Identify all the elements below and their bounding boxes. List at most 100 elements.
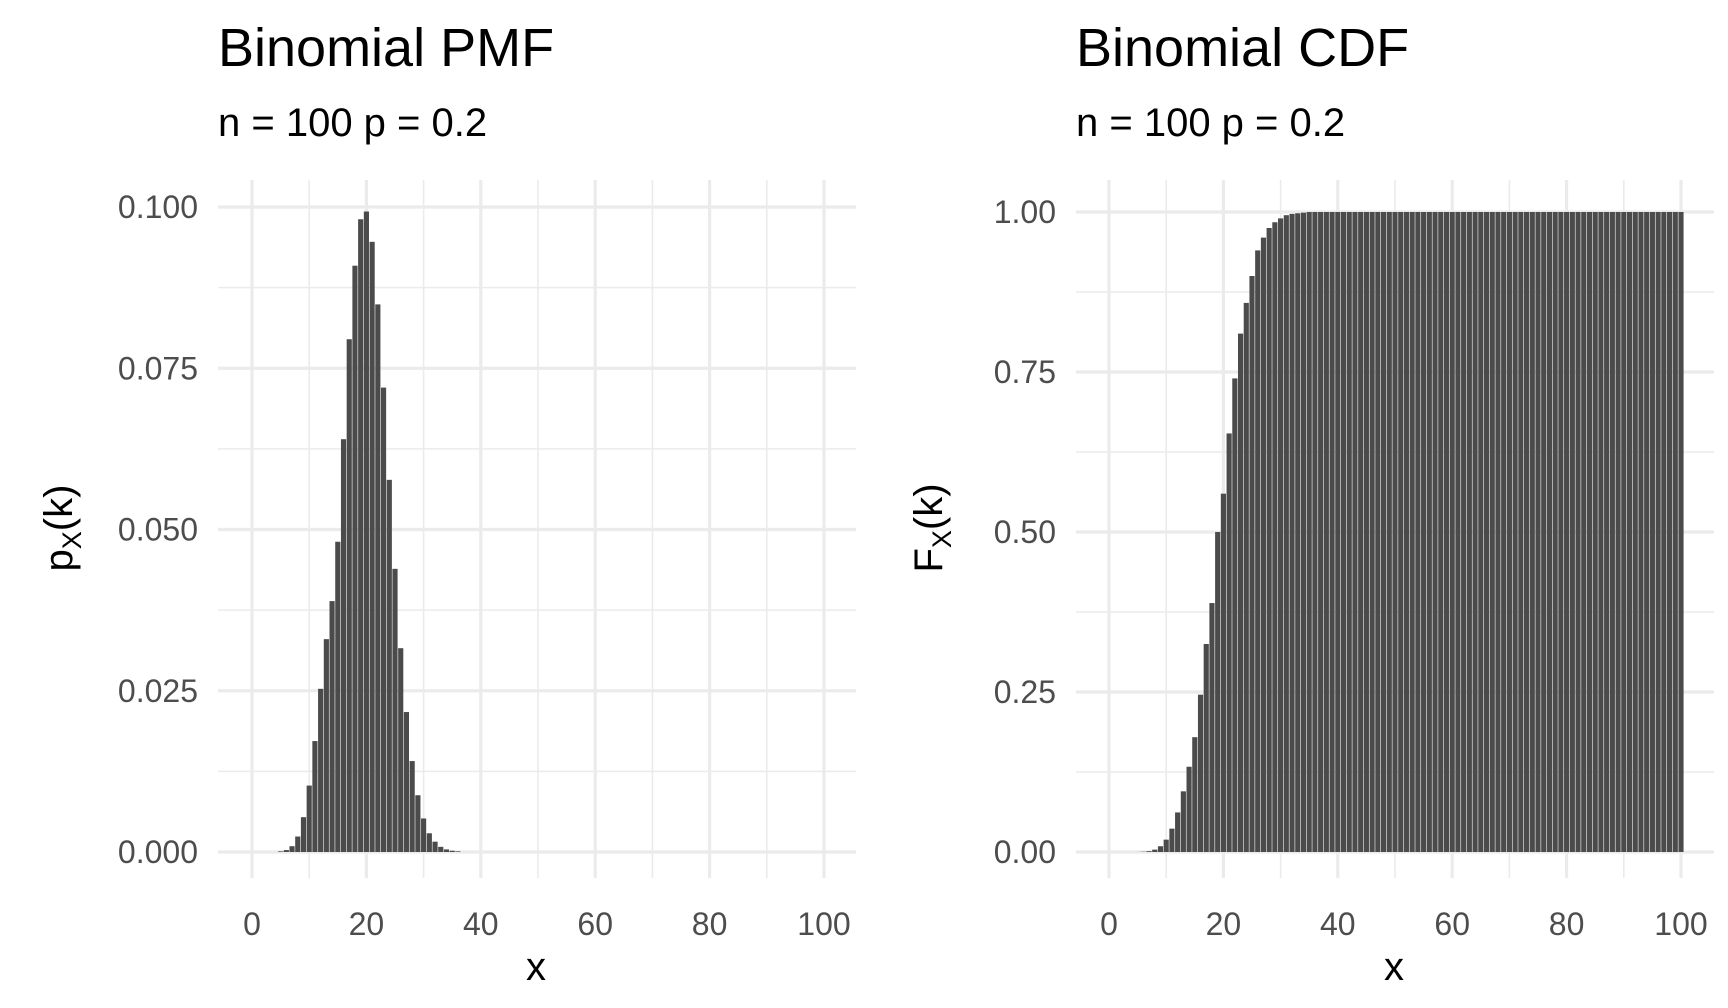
cdf-bar [1363,212,1369,852]
cdf-y-axis-title-main: F [907,548,951,572]
cdf-bar [1403,212,1410,852]
cdf-bar [1518,212,1524,852]
pmf-x-tick-label: 60 [577,906,613,942]
cdf-bar [1678,212,1684,852]
cdf-bar [1358,212,1364,852]
pmf-subtitle: n = 100 p = 0.2 [218,101,487,145]
pmf-bar [438,846,444,852]
cdf-x-tick-label: 100 [1654,906,1707,942]
pmf-bar [443,849,450,852]
pmf-y-axis: 0.000 0.025 0.050 0.075 0.100 [118,189,198,870]
cdf-bar [1220,493,1226,852]
cdf-title: Binomial CDF [1076,18,1409,78]
cdf-bar [1380,212,1387,852]
cdf-bar [1152,849,1158,852]
pmf-bar [415,795,421,852]
cdf-bar [1455,212,1461,852]
cdf-bar [1209,603,1215,852]
cdf-bars [1135,212,1684,853]
cdf-bar [1386,212,1392,852]
cdf-bar [1489,212,1495,852]
cdf-bar [1449,212,1455,852]
pmf-bar [306,785,312,853]
cdf-bar [1421,212,1427,852]
cdf-bar [1644,212,1650,852]
cdf-bar [1655,212,1661,852]
cdf-bar [1501,212,1507,852]
cdf-y-axis: 0.00 0.25 0.50 0.75 1.00 [994,194,1056,870]
pmf-bar [358,219,364,852]
cdf-bar [1661,212,1667,852]
cdf-x-tick-label: 20 [1206,906,1242,942]
cdf-bar [1186,766,1192,852]
cdf-bar [1609,212,1615,852]
cdf-bar [1146,851,1152,852]
cdf-bar [1323,212,1329,852]
cdf-bar [1649,212,1655,852]
cdf-x-tick-label: 40 [1320,906,1356,942]
cdf-bar [1409,212,1415,852]
cdf-bar [1266,228,1272,852]
cdf-bar [1283,215,1289,852]
pmf-y-axis-title-main: p [37,549,81,571]
cdf-bar [1415,212,1421,852]
cdf-bar [1226,433,1232,852]
cdf-x-tick-label: 80 [1549,906,1585,942]
cdf-bar [1443,212,1450,852]
pmf-bar [312,741,318,852]
cdf-bar [1300,212,1307,852]
cdf-bar [1672,212,1678,852]
pmf-bar [323,639,329,852]
cdf-x-axis: 0 20 40 60 80 100 [1100,906,1708,942]
cdf-bar [1632,212,1638,852]
cdf-bar [1272,222,1278,853]
pmf-bar [426,833,432,852]
pmf-y-axis-title-suffix: (k) [37,485,81,532]
pmf-y-tick-label: 0.100 [118,189,198,225]
cdf-y-tick-label: 0.25 [994,674,1056,710]
pmf-y-tick-label: 0.025 [118,673,198,709]
pmf-bars [278,211,461,853]
cdf-bar [1295,213,1301,852]
cdf-bar [1243,302,1249,852]
cdf-bar [1180,791,1186,852]
pmf-bar [318,688,324,853]
cdf-bar [1615,212,1621,852]
pmf-bar [455,851,461,853]
cdf-bar [1175,812,1181,852]
cdf-bar [1426,212,1432,852]
cdf-bar [1621,212,1627,852]
cdf-x-axis-title: x [1384,945,1404,989]
cdf-bar [1512,212,1518,852]
pmf-x-axis: 0 20 40 60 80 100 [243,906,851,942]
pmf-bar [375,304,381,852]
cdf-bar [1575,212,1581,852]
cdf-y-axis-title-suffix: (k) [907,483,951,530]
cdf-bar [1318,212,1324,852]
pmf-x-tick-label: 100 [797,906,850,942]
pmf-y-tick-label: 0.050 [118,512,198,548]
cdf-bar [1495,212,1501,852]
pmf-bar [392,568,398,852]
pmf-x-tick-label: 20 [349,906,385,942]
pmf-y-axis-title: pX(k) [37,485,87,572]
cdf-bar [1169,828,1175,852]
cdf-bar [1535,212,1541,852]
pmf-bar [403,712,410,852]
cdf-bar [1232,378,1238,852]
pmf-bar [340,439,347,852]
cdf-bar [1466,212,1472,852]
cdf-bar [1312,212,1318,852]
cdf-bar [1541,212,1547,852]
cdf-bar [1398,212,1404,852]
cdf-bar [1237,333,1244,853]
pmf-y-tick-label: 0.000 [118,834,198,870]
pmf-bar [398,648,404,852]
pmf-bar [449,850,455,852]
cdf-bar [1581,212,1587,852]
pmf-bar [335,541,341,852]
cdf-bar [1626,212,1633,852]
pmf-bar [278,851,284,853]
pmf-bar [346,339,352,853]
cdf-bar [1461,212,1467,852]
